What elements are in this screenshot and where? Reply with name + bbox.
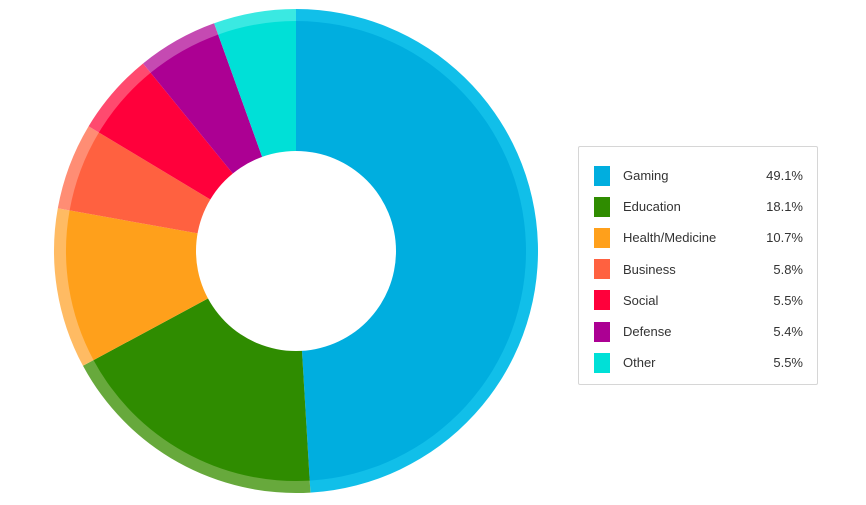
- legend-swatch: [594, 227, 610, 248]
- donut-slice-edge-other: [214, 9, 296, 36]
- legend-label: Other: [623, 355, 656, 371]
- donut-slice-edge-defense: [143, 23, 219, 74]
- legend-label: Business: [623, 261, 676, 277]
- donut-slice-edge-education: [82, 359, 311, 493]
- donut-slice-business[interactable]: [69, 132, 212, 234]
- donut-slice-other[interactable]: [218, 21, 296, 158]
- legend-label: Education: [623, 199, 681, 215]
- donut-slice-edge-business: [57, 126, 100, 211]
- chart-legend: Gaming 49.1% Education 18.1% Health/Medicine…: [578, 146, 818, 385]
- legend-label: Health/Medicine: [623, 230, 717, 246]
- donut-chart: [53, 9, 538, 493]
- donut-slice-social[interactable]: [98, 72, 234, 200]
- legend-swatch: [594, 259, 610, 280]
- legend-label: Gaming: [623, 168, 669, 184]
- legend-item-education[interactable]: Education 18.1%: [594, 191, 803, 222]
- legend-swatch: [594, 352, 610, 373]
- legend-value: 49.1%: [766, 168, 803, 184]
- legend-item-health-medicine[interactable]: Health/Medicine 10.7%: [594, 222, 803, 253]
- legend-swatch: [594, 290, 610, 311]
- legend-item-social[interactable]: Social 5.5%: [594, 285, 803, 316]
- legend-item-defense[interactable]: Defense 5.4%: [594, 316, 803, 347]
- legend-value: 5.5%: [773, 292, 803, 308]
- legend-swatch: [594, 321, 610, 342]
- donut-slice-health-medicine[interactable]: [65, 210, 209, 361]
- legend-label: Social: [623, 292, 659, 308]
- legend-value: 5.8%: [773, 261, 803, 277]
- legend-item-other[interactable]: Other 5.5%: [594, 347, 803, 378]
- legend-item-gaming[interactable]: Gaming 49.1%: [594, 160, 803, 191]
- legend-swatch: [594, 196, 610, 217]
- donut-slice-edge-social: [88, 63, 152, 133]
- donut-slice-gaming[interactable]: [296, 21, 526, 481]
- legend-value: 5.5%: [773, 355, 803, 371]
- legend-swatch: [594, 165, 610, 186]
- donut-hole: [196, 151, 396, 351]
- donut-slice-education[interactable]: [93, 297, 310, 481]
- legend-label: Defense: [623, 324, 672, 340]
- legend-item-business[interactable]: Business 5.8%: [594, 254, 803, 285]
- legend-value: 18.1%: [766, 199, 803, 215]
- legend-value: 10.7%: [766, 230, 803, 246]
- donut-slice-edge-health-medicine: [53, 208, 95, 366]
- donut-slices: [53, 9, 538, 493]
- legend-value: 5.4%: [773, 324, 803, 340]
- donut-slice-defense[interactable]: [150, 34, 263, 175]
